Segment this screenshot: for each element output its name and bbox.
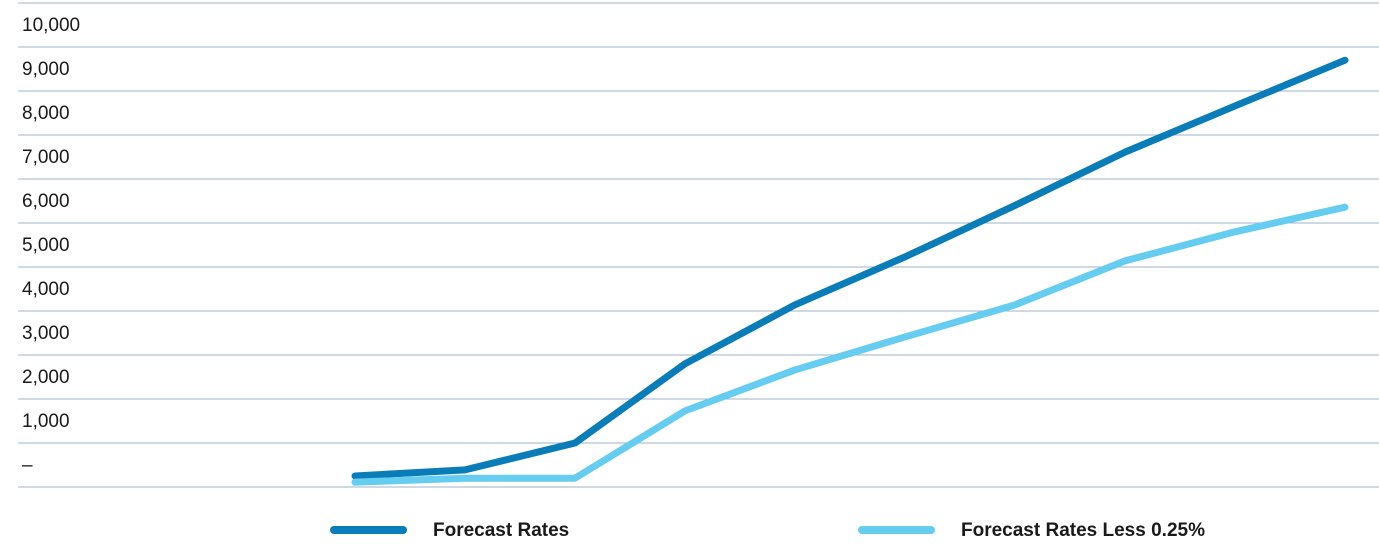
- legend-label: Forecast Rates: [433, 520, 569, 540]
- series-line: [351, 203, 1349, 486]
- y-tick-label: 3,000: [22, 323, 70, 344]
- y-tick-label: 6,000: [22, 191, 70, 212]
- y-tick-label: 9,000: [22, 59, 70, 80]
- y-tick-label: 7,000: [22, 147, 70, 168]
- y-tick-label: 1,000: [22, 411, 70, 432]
- y-tick-label: 8,000: [22, 103, 70, 124]
- series-line: [351, 56, 1349, 480]
- y-tick-label: 2,000: [22, 367, 70, 388]
- y-tick-label: 4,000: [22, 279, 70, 300]
- y-tick-label: 5,000: [22, 235, 70, 256]
- legend-label: Forecast Rates Less 0.25%: [961, 520, 1205, 540]
- y-tick-label: –: [22, 455, 33, 476]
- y-tick-label: 10,000: [22, 15, 80, 36]
